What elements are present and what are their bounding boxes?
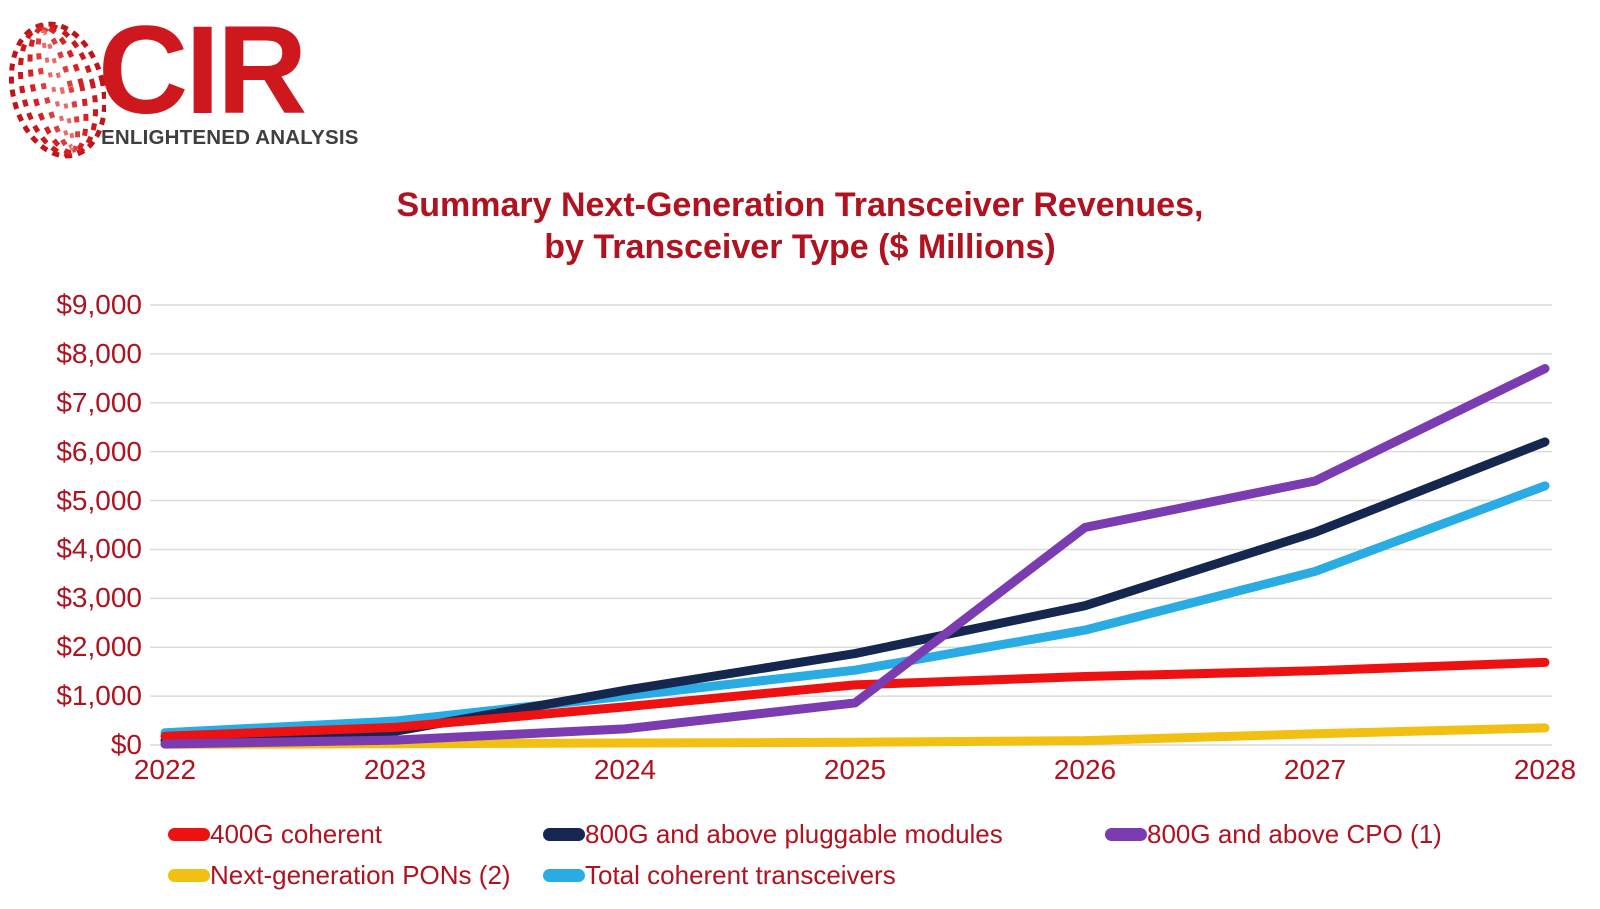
series-line-800g-and-above-cpo-1 xyxy=(160,364,1550,749)
y-tick-label: $7,000 xyxy=(56,386,142,418)
y-tick-label: $3,000 xyxy=(56,582,142,614)
x-tick-label: 2022 xyxy=(133,754,197,785)
legend-item-next-generation-pons-2: Next-generation PONs (2) xyxy=(168,860,511,890)
series-line-total-coherent-transceivers xyxy=(160,481,1550,738)
legend-label: 400G coherent xyxy=(210,819,383,849)
y-tick-label: $6,000 xyxy=(56,435,142,467)
y-tick-label: $2,000 xyxy=(56,631,142,663)
x-tick-label: 2023 xyxy=(363,754,427,785)
y-tick-label: $8,000 xyxy=(56,337,142,369)
chart-title: Summary Next-Generation Transceiver Reve… xyxy=(0,184,1600,268)
y-tick-label: $9,000 xyxy=(56,289,142,320)
series-line-400g-coherent xyxy=(160,657,1550,741)
legend-label: Total coherent transceivers xyxy=(585,860,896,890)
y-tick-label: $4,000 xyxy=(56,533,142,565)
legend-swatch-800g-and-above-cpo-1 xyxy=(1105,827,1147,841)
y-tick-label: $1,000 xyxy=(56,680,142,712)
legend-label: 800G and above pluggable modules xyxy=(585,819,1003,849)
y-tick-label: $0 xyxy=(110,729,142,760)
legend-swatch-800g-and-above-pluggable-modules xyxy=(543,827,585,841)
legend-item-400g-coherent: 400G coherent xyxy=(168,819,382,849)
legend-item-800g-and-above-pluggable-modules: 800G and above pluggable modules xyxy=(543,819,1003,849)
x-tick-label: 2025 xyxy=(823,754,887,785)
logo-tagline: ENLIGHTENED ANALYSIS xyxy=(101,126,359,149)
legend-label: 800G and above CPO (1) xyxy=(1147,819,1442,849)
chart-title-line2: by Transceiver Type ($ Millions) xyxy=(544,228,1056,266)
x-tick-label: 2028 xyxy=(1513,754,1577,785)
y-tick-label: $5,000 xyxy=(56,484,142,516)
x-tick-label: 2026 xyxy=(1053,754,1117,785)
legend-item-800g-and-above-cpo-1: 800G and above CPO (1) xyxy=(1105,819,1442,849)
legend-swatch-400g-coherent xyxy=(168,827,210,841)
cir-logo: CIR ENLIGHTENED ANALYSIS xyxy=(0,0,420,170)
legend-swatch-next-generation-pons-2 xyxy=(168,868,210,882)
chart-title-line1: Summary Next-Generation Transceiver Reve… xyxy=(396,186,1204,224)
x-tick-label: 2024 xyxy=(593,754,657,785)
legend-swatch-total-coherent-transceivers xyxy=(543,868,585,882)
legend-label: Next-generation PONs (2) xyxy=(210,860,511,890)
logo-brand-text: CIR xyxy=(98,1,307,140)
legend-item-total-coherent-transceivers: Total coherent transceivers xyxy=(543,860,896,890)
x-tick-label: 2027 xyxy=(1283,754,1347,785)
cir-globe-icon xyxy=(8,21,106,159)
